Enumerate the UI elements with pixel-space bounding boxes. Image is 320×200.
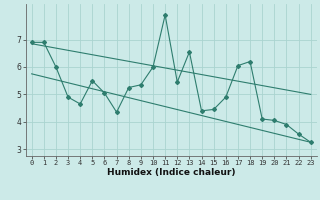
X-axis label: Humidex (Indice chaleur): Humidex (Indice chaleur) <box>107 168 236 177</box>
